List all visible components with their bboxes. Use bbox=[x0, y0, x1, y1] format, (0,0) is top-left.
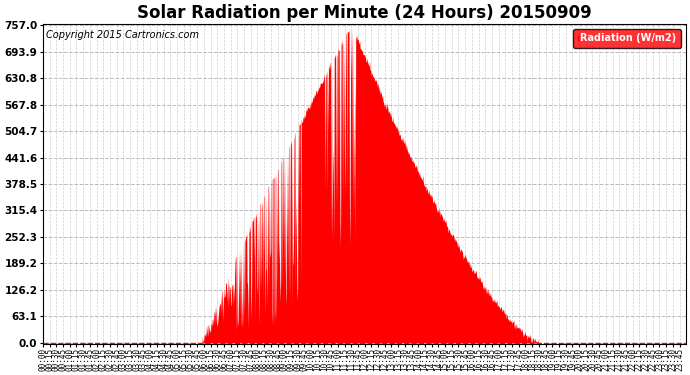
Title: Solar Radiation per Minute (24 Hours) 20150909: Solar Radiation per Minute (24 Hours) 20… bbox=[137, 4, 592, 22]
Legend: Radiation (W/m2): Radiation (W/m2) bbox=[573, 28, 681, 48]
Text: Copyright 2015 Cartronics.com: Copyright 2015 Cartronics.com bbox=[46, 30, 199, 40]
